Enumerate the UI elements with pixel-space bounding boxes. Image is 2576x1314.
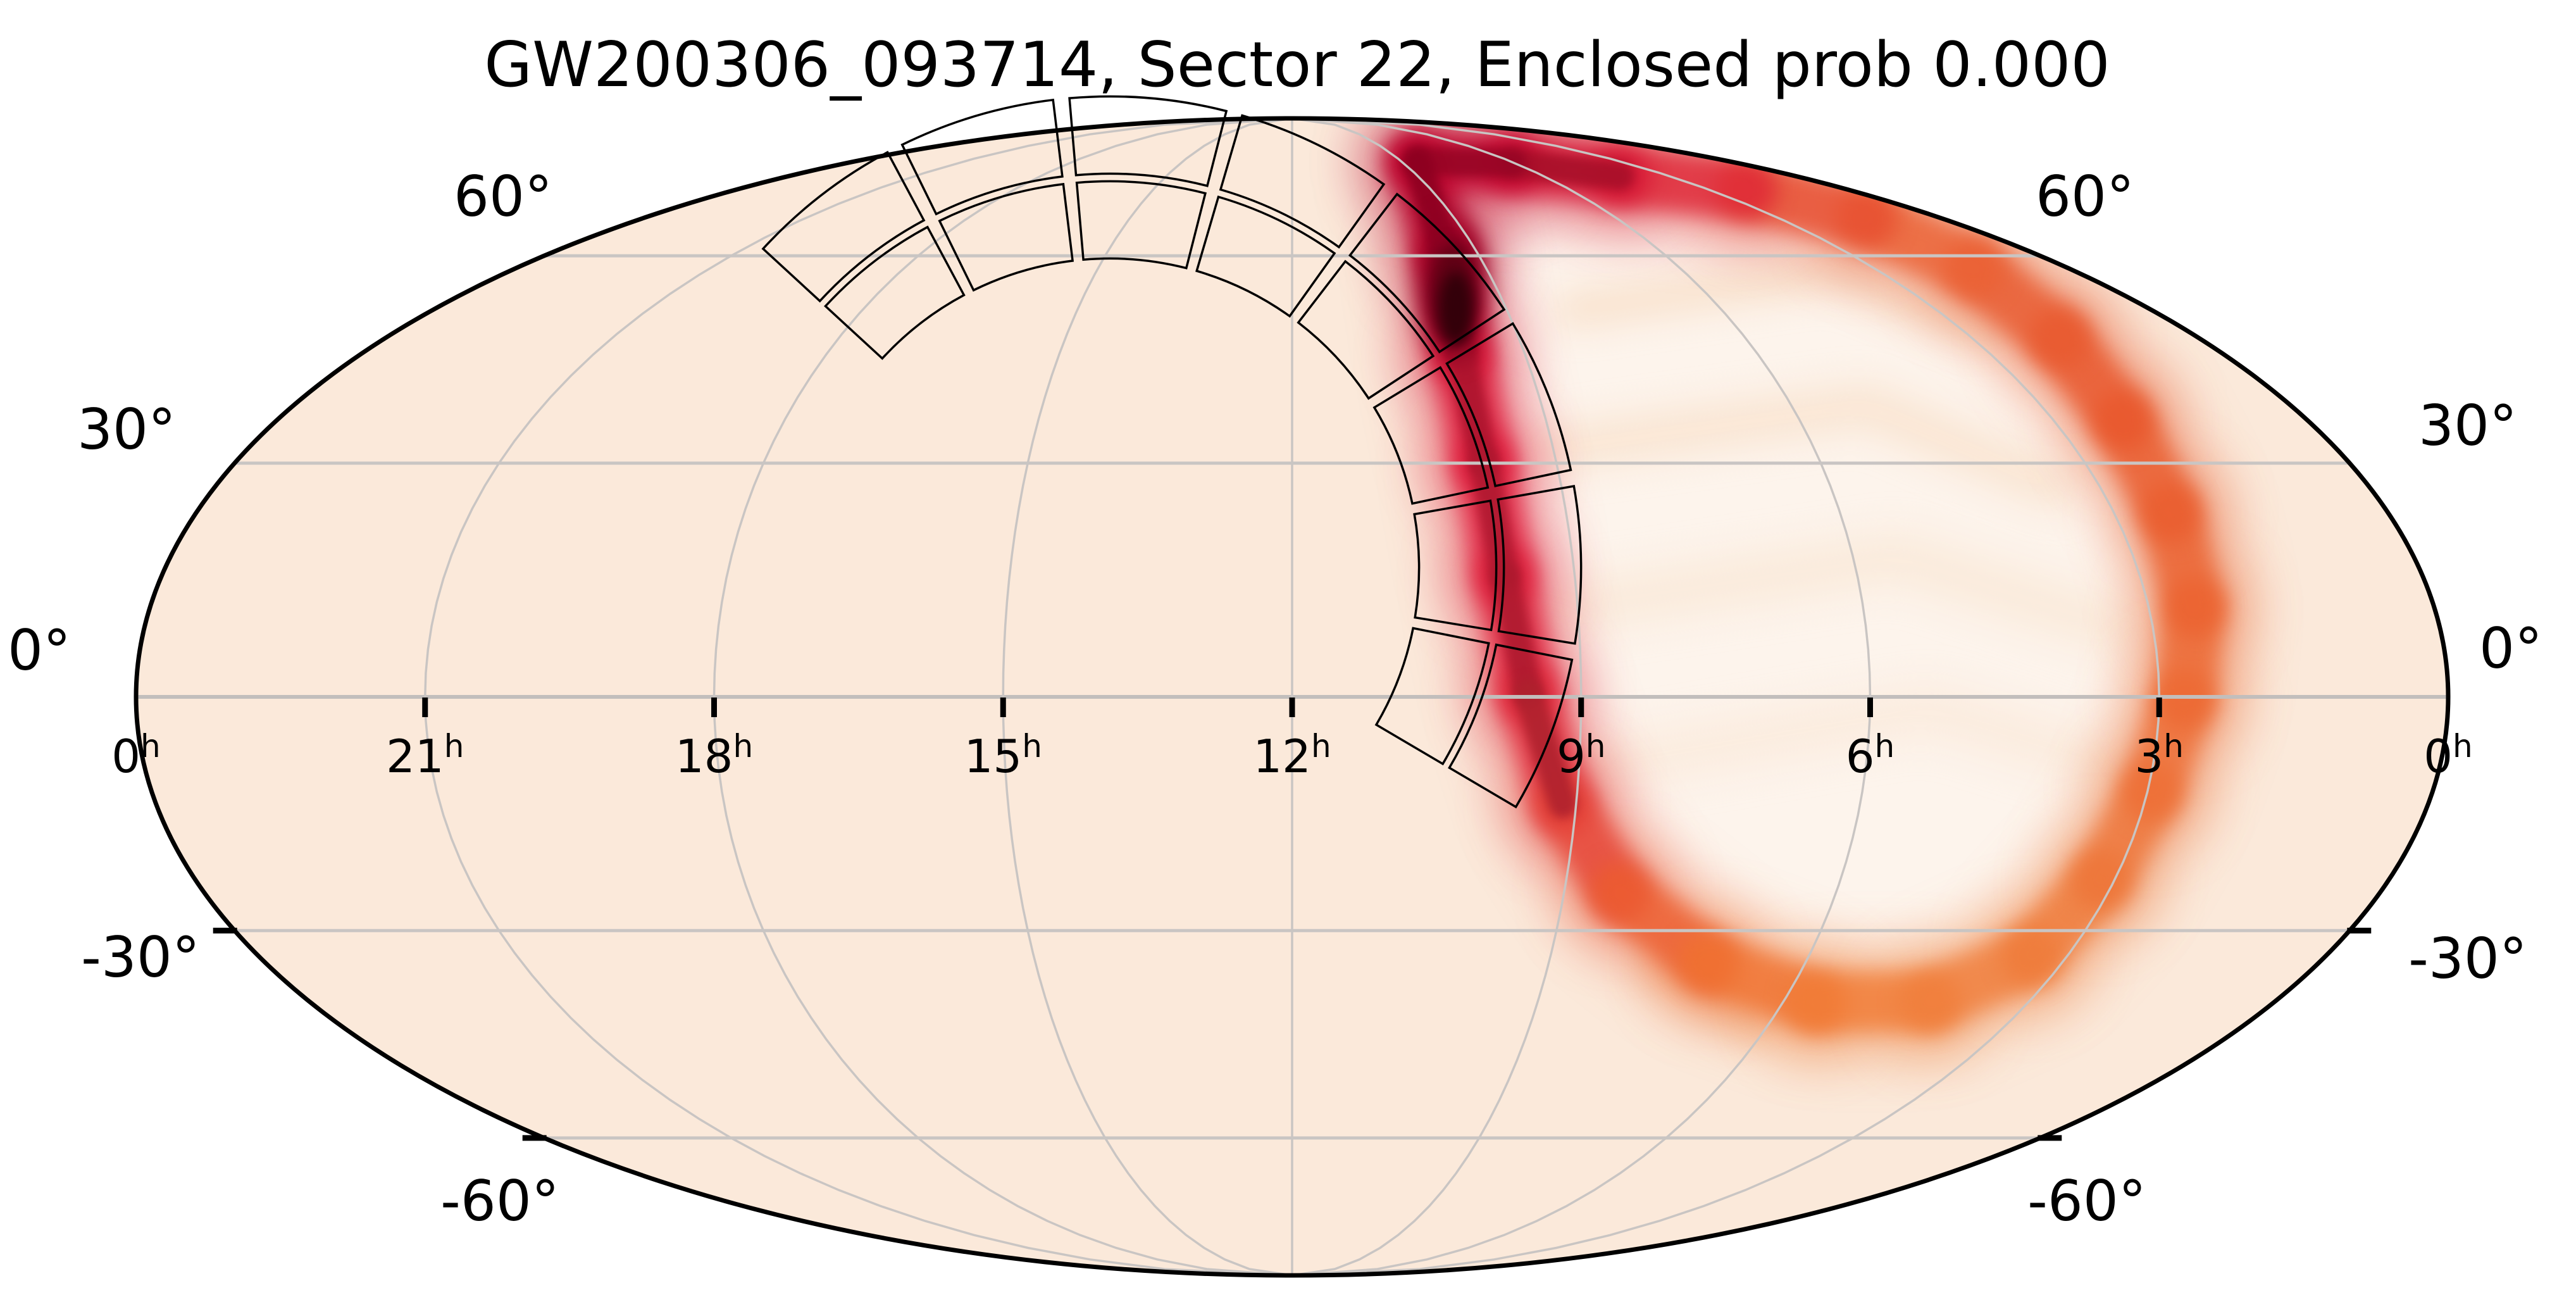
dec-tick-label: 60° xyxy=(454,164,552,229)
ra-tick-mark xyxy=(422,698,428,717)
dec-tick-label: -30° xyxy=(2408,926,2527,991)
ra-tick-mark xyxy=(1289,698,1295,717)
sector-tile xyxy=(1374,627,1490,766)
ra-tick-mark xyxy=(2156,698,2162,717)
sector-tile xyxy=(1496,484,1583,645)
ra-tick-label: 9h xyxy=(1557,728,1606,783)
map-outline xyxy=(134,116,2451,1278)
sector-grid xyxy=(761,95,1583,809)
ra-tick-label: 6h xyxy=(1846,728,1895,783)
sector-tile xyxy=(1219,114,1386,249)
ra-gridline xyxy=(1291,117,2161,1277)
sector-tile xyxy=(1195,195,1336,318)
ra-tick-label: 12h xyxy=(1253,728,1331,783)
ra-tick-mark xyxy=(1578,698,1584,717)
sector-tile xyxy=(1075,180,1207,270)
ra-tick-label: 15h xyxy=(964,728,1042,783)
sector-tile xyxy=(1348,192,1506,354)
sector-tile xyxy=(1297,260,1435,400)
sector-tile xyxy=(1445,322,1572,487)
ra-gridline xyxy=(1291,117,1583,1277)
dec-tick-label: -30° xyxy=(81,925,200,990)
ra-gridline xyxy=(712,117,1293,1277)
ra-tick-mark xyxy=(711,698,717,717)
dec-tick-label: 0° xyxy=(8,618,71,683)
sector-tile xyxy=(1413,499,1498,632)
ra-tick-label: 3h xyxy=(2134,728,2184,783)
ra-tick-label: 18h xyxy=(675,728,753,783)
dec-tick-label: 30° xyxy=(77,397,176,462)
dec-tick-label: 60° xyxy=(2036,164,2134,229)
sector-tile xyxy=(1068,95,1228,187)
dec-tick-labels: 60° 30° 0° -30° -60° 60° 30° 0° -30° -60° xyxy=(8,164,2542,1234)
dec-tick-label: 30° xyxy=(2418,393,2517,458)
ra-tick-label: 0h xyxy=(2424,728,2473,783)
dec-tick-label: -60° xyxy=(440,1168,559,1234)
graticule xyxy=(136,117,2448,1277)
sector-tile xyxy=(824,225,966,360)
sector-tile xyxy=(1448,643,1574,809)
ra-tick-labels: 0h 21h 18h 15h 12h 9h 6h 3h 0h xyxy=(111,728,2473,783)
ra-gridline xyxy=(1291,117,1872,1277)
plot-title: GW200306_093714, Sector 22, Enclosed pro… xyxy=(484,29,2110,101)
sector-tile xyxy=(900,98,1064,216)
ra-gridline xyxy=(1002,117,1293,1277)
sector-tile xyxy=(1372,366,1490,505)
ra-tick-label: 0h xyxy=(111,728,161,783)
dec-tick-label: -60° xyxy=(2027,1168,2146,1234)
ra-tick-label: 21h xyxy=(386,728,464,783)
ra-ticks xyxy=(422,698,2162,717)
ra-tick-mark xyxy=(1000,698,1006,717)
dec-boundary-ticks xyxy=(213,927,2372,1141)
ra-tick-mark xyxy=(1867,698,1873,717)
dec-tick-label: 0° xyxy=(2479,616,2542,681)
ra-gridline xyxy=(424,117,1293,1277)
sector-tile xyxy=(761,151,926,303)
sector-tile xyxy=(938,182,1074,292)
